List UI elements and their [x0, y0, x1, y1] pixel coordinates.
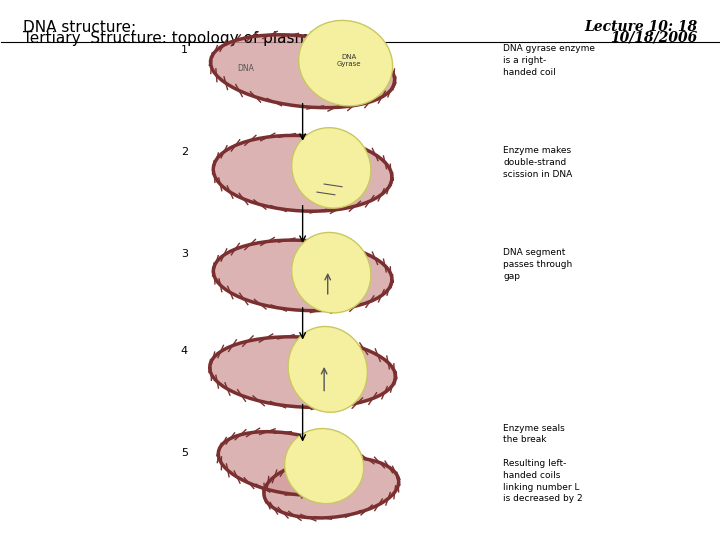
- Text: DNA gyrase enzyme
is a right-
handed coil: DNA gyrase enzyme is a right- handed coi…: [503, 44, 595, 77]
- Text: DNA structure:: DNA structure:: [23, 20, 136, 35]
- Polygon shape: [213, 240, 392, 310]
- Text: Tertiary  Structure: topology of plasmids: Tertiary Structure: topology of plasmids: [23, 31, 331, 46]
- Polygon shape: [213, 136, 392, 211]
- Polygon shape: [210, 35, 395, 107]
- Text: DNA
Gyrase: DNA Gyrase: [337, 54, 361, 67]
- Text: 4: 4: [181, 346, 188, 355]
- Polygon shape: [218, 431, 359, 495]
- Text: 10/18/2006: 10/18/2006: [610, 31, 697, 45]
- Text: 3: 3: [181, 249, 188, 259]
- Text: 2: 2: [181, 147, 188, 157]
- Text: Enzyme makes
double-strand
scission in DNA: Enzyme makes double-strand scission in D…: [503, 146, 572, 179]
- Polygon shape: [210, 337, 395, 407]
- Ellipse shape: [292, 232, 371, 313]
- Ellipse shape: [288, 327, 367, 412]
- Ellipse shape: [292, 127, 371, 208]
- Ellipse shape: [299, 21, 392, 106]
- Text: Lecture 10: 18: Lecture 10: 18: [584, 20, 697, 34]
- Text: 5: 5: [181, 448, 188, 458]
- Text: Enzyme seals
the break

Resulting left-
handed coils
linking number L
is decreas: Enzyme seals the break Resulting left- h…: [503, 423, 583, 503]
- Text: DNA segment
passes through
gap: DNA segment passes through gap: [503, 248, 572, 281]
- Text: DNA: DNA: [237, 64, 253, 73]
- Text: 1: 1: [181, 45, 188, 55]
- Polygon shape: [264, 457, 399, 518]
- Ellipse shape: [284, 429, 364, 504]
